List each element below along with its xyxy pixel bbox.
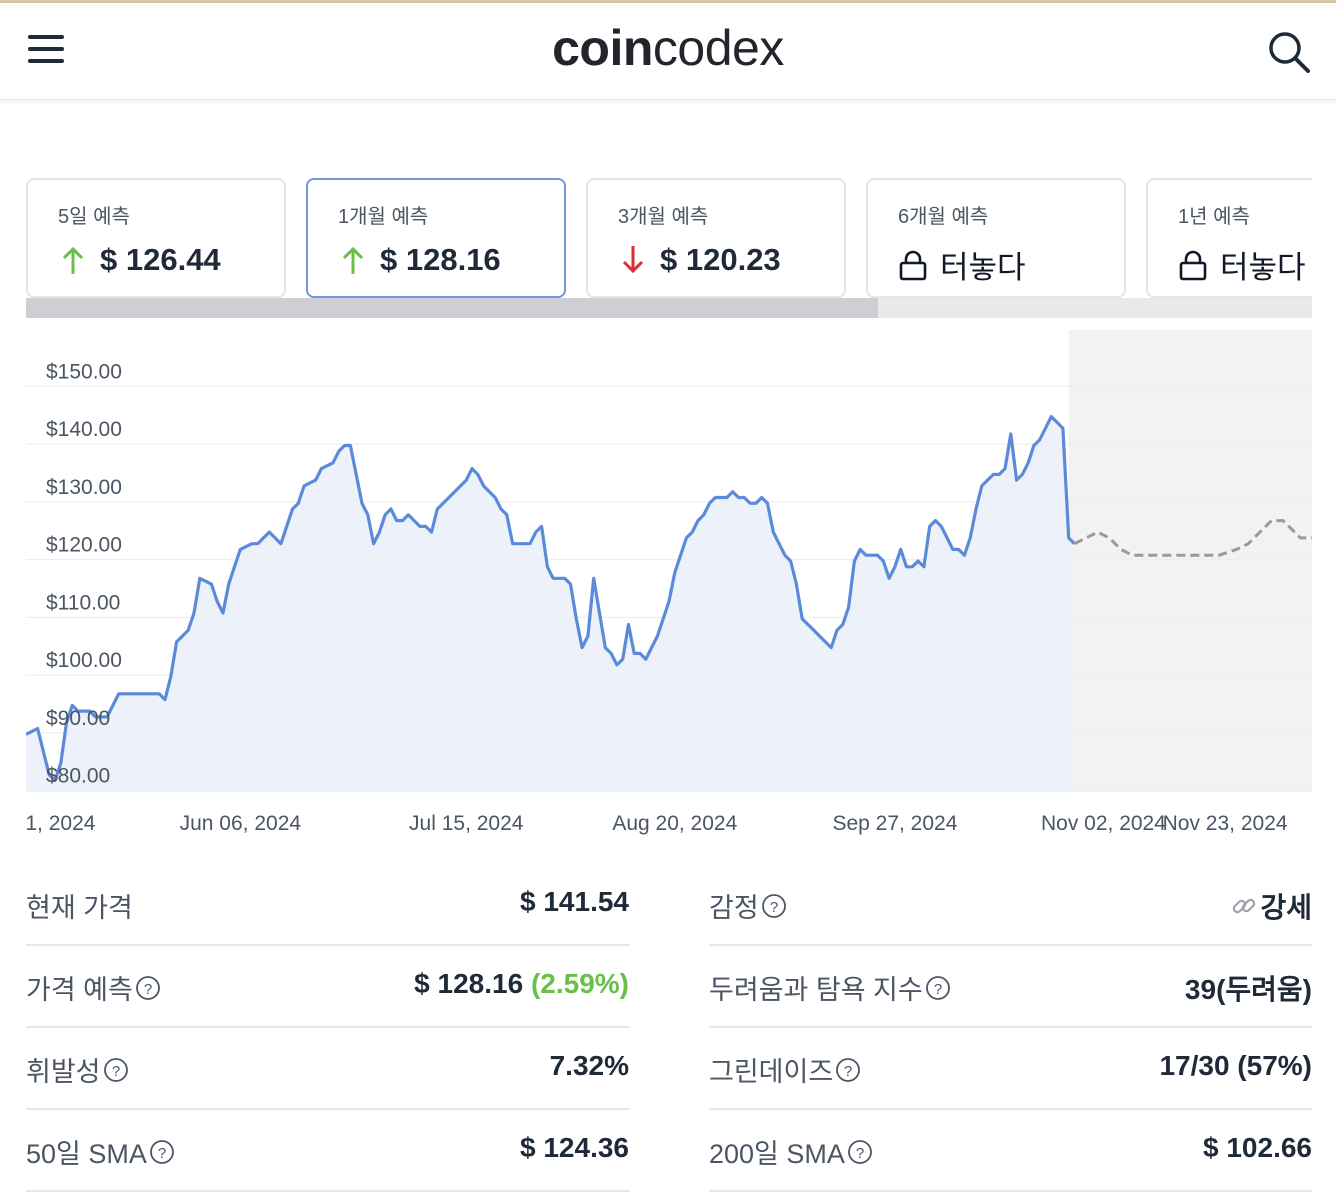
stat-row-green-days: 그린데이즈 ? 17/30 (57%) xyxy=(709,1028,1312,1110)
stat-row-current-price: 현재 가격 $ 141.54 xyxy=(26,864,629,946)
svg-text:?: ? xyxy=(770,899,778,916)
y-tick-label: $80.00 xyxy=(46,765,110,788)
stat-row-price-prediction: 가격 예측 ? $ 128.16 (2.59%) xyxy=(26,946,629,1028)
y-tick-label: $90.00 xyxy=(46,707,110,730)
stat-key: 그린데이즈 ? xyxy=(709,1050,861,1089)
card-value-row: 터놓다 xyxy=(1178,242,1306,287)
help-icon[interactable]: ? xyxy=(847,1139,873,1165)
svg-text:?: ? xyxy=(158,1145,166,1162)
price-area xyxy=(26,416,1075,792)
y-tick-label: $120.00 xyxy=(46,534,122,557)
menu-icon[interactable] xyxy=(22,25,70,73)
card-value-row: $ 126.44 xyxy=(58,242,221,278)
logo-bold: coin xyxy=(552,20,653,76)
card-5d[interactable]: 5일 예측 $ 126.44 xyxy=(26,178,286,298)
stat-value: $ 102.66 xyxy=(1203,1132,1312,1163)
stat-value: $ 141.54 xyxy=(520,886,629,917)
svg-text:?: ? xyxy=(111,1063,119,1080)
y-tick-label: $130.00 xyxy=(46,476,122,499)
logo-light: codex xyxy=(652,20,784,76)
help-icon[interactable]: ? xyxy=(761,893,787,919)
card-value: $ 128.16 xyxy=(380,242,501,277)
card-value: 터놓다 xyxy=(940,250,1026,285)
prediction-cards: 5일 예측 $ 126.44 1개월 예측 $ 128.16 3개월 예측 $ … xyxy=(26,178,1312,298)
price-chart: $150.00 $140.00 $130.00 $120.00 $110.00 $100.… xyxy=(26,330,1312,835)
stats-right: 감정 ? 강세 두려움과 탐욕 지수 ? 39(두려움) 그린데이즈 ? 17/… xyxy=(709,864,1312,1192)
stat-row-volatility: 휘발성 ? 7.32% xyxy=(26,1028,629,1110)
arrow-up-icon xyxy=(58,244,88,276)
stat-row-sma50: 50일 SMA ? $ 124.36 xyxy=(26,1110,629,1192)
arrow-up-icon xyxy=(338,244,368,276)
card-value-row: $ 120.23 xyxy=(618,242,781,278)
x-tick-label: Nov 23, 2024 xyxy=(1163,812,1288,835)
cards-scrollbar[interactable] xyxy=(26,298,1312,318)
stat-value: 17/30 (57%) xyxy=(1159,1050,1312,1081)
stat-row-fear-greed: 두려움과 탐욕 지수 ? 39(두려움) xyxy=(709,946,1312,1028)
y-tick-label: $140.00 xyxy=(46,418,122,441)
card-3m[interactable]: 3개월 예측 $ 120.23 xyxy=(586,178,846,298)
x-tick-label: Sep 27, 2024 xyxy=(832,812,957,835)
forecast-line xyxy=(1073,519,1312,557)
card-label: 1년 예측 xyxy=(1178,206,1250,228)
card-label: 5일 예측 xyxy=(58,206,130,228)
stat-value: 7.32% xyxy=(549,1050,629,1081)
search-icon[interactable] xyxy=(1264,27,1314,77)
top-accent-line xyxy=(0,0,1336,3)
stat-key: 50일 SMA ? xyxy=(26,1132,175,1171)
svg-text:?: ? xyxy=(856,1145,864,1162)
card-value: $ 126.44 xyxy=(100,242,221,277)
stat-key: 휘발성 ? xyxy=(26,1050,129,1089)
x-tick-label: May 01, 2024 xyxy=(26,812,96,835)
lock-icon xyxy=(898,249,928,281)
stat-value: 39(두려움) xyxy=(1184,974,1312,1005)
card-value: $ 120.23 xyxy=(660,242,781,277)
card-1y[interactable]: 1년 예측 터놓다 xyxy=(1146,178,1312,298)
forecast-region xyxy=(1068,330,1312,792)
card-label: 3개월 예측 xyxy=(618,206,709,228)
stat-key: 현재 가격 xyxy=(26,893,133,923)
x-tick-label: Jun 06, 2024 xyxy=(180,812,302,835)
help-icon[interactable]: ? xyxy=(835,1057,861,1083)
help-icon[interactable]: ? xyxy=(135,975,161,1001)
x-tick-label: Aug 20, 2024 xyxy=(612,812,737,835)
card-label: 6개월 예측 xyxy=(898,206,989,228)
help-icon[interactable]: ? xyxy=(103,1057,129,1083)
link-icon xyxy=(1230,892,1258,920)
stats-left: 현재 가격 $ 141.54 가격 예측 ? $ 128.16 (2.59%) … xyxy=(26,864,629,1192)
x-tick-label: Nov 02, 2024 xyxy=(1041,812,1166,835)
card-value-row: 터놓다 xyxy=(898,242,1026,287)
card-value: 터놓다 xyxy=(1220,250,1306,285)
stat-row-sentiment: 감정 ? 강세 xyxy=(709,864,1312,946)
y-tick-label: $100.00 xyxy=(46,649,122,672)
y-tick-label: $110.00 xyxy=(46,591,120,614)
scrollbar-thumb[interactable] xyxy=(26,298,878,318)
stat-key: 가격 예측 ? xyxy=(26,968,161,1007)
stat-value[interactable]: 강세 xyxy=(1230,886,1312,926)
price-line xyxy=(26,415,1076,782)
stat-change: (2.59%) xyxy=(530,968,629,999)
stat-row-sma200: 200일 SMA ? $ 102.66 xyxy=(709,1110,1312,1192)
stat-key: 200일 SMA ? xyxy=(709,1132,873,1171)
svg-text:?: ? xyxy=(844,1063,852,1080)
card-value-row: $ 128.16 xyxy=(338,242,501,278)
y-tick-label: $150.00 xyxy=(46,360,122,383)
header: coincodex xyxy=(0,3,1336,100)
svg-text:?: ? xyxy=(934,981,942,998)
x-tick-label: Jul 15, 2024 xyxy=(409,812,524,835)
card-1m[interactable]: 1개월 예측 $ 128.16 xyxy=(306,178,566,298)
stat-key: 두려움과 탐욕 지수 ? xyxy=(709,968,951,1007)
stat-key: 감정 ? xyxy=(709,886,787,925)
logo[interactable]: coincodex xyxy=(0,19,1336,77)
stat-value: $ 128.16 (2.59%) xyxy=(414,968,629,999)
lock-icon xyxy=(1178,249,1208,281)
stat-value: $ 124.36 xyxy=(520,1132,629,1163)
card-6m[interactable]: 6개월 예측 터놓다 xyxy=(866,178,1126,298)
card-label: 1개월 예측 xyxy=(338,206,429,228)
arrow-down-icon xyxy=(618,244,648,276)
svg-text:?: ? xyxy=(144,981,152,998)
help-icon[interactable]: ? xyxy=(149,1139,175,1165)
help-icon[interactable]: ? xyxy=(925,975,951,1001)
